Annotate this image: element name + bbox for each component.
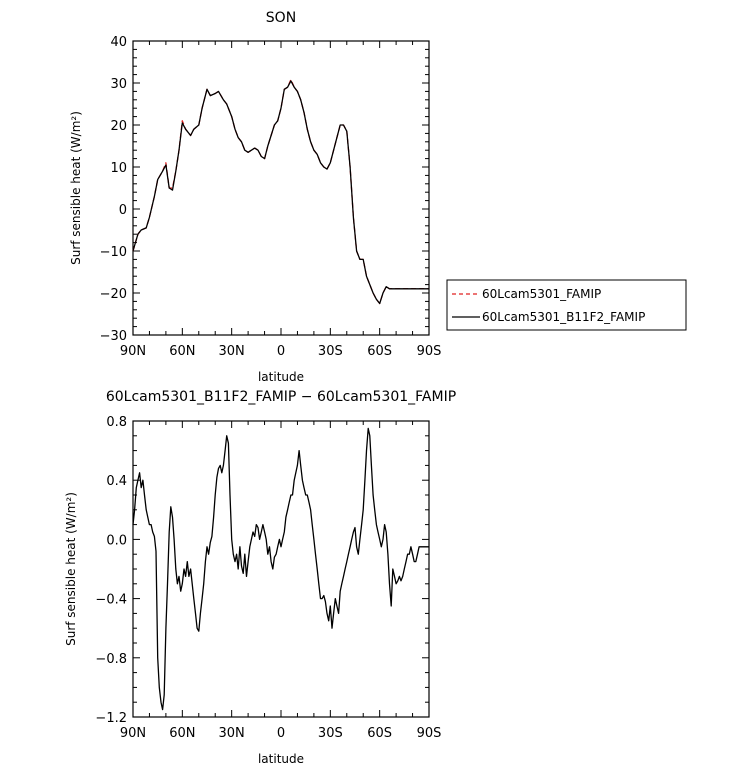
- y-tick-label: 0.4: [106, 474, 127, 489]
- y-tick-label: 0.8: [106, 415, 127, 430]
- x-tick-label: 60N: [169, 344, 195, 359]
- panel-1-title: SON: [266, 10, 296, 26]
- panel-2: 60Lcam5301_B11F2_FAMIP − 60Lcam5301_FAMI…: [64, 389, 456, 766]
- x-tick-label: 60S: [367, 344, 392, 359]
- x-tick-label: 30S: [318, 344, 343, 359]
- panel-1-x-label: latitude: [258, 370, 304, 384]
- x-tick-label: 0: [277, 726, 285, 741]
- x-tick-label: 90S: [417, 344, 442, 359]
- series-line-1: [132, 427, 429, 711]
- y-tick-label: −0.4: [95, 593, 127, 608]
- legend-box: [446, 279, 687, 331]
- y-tick-label: 30: [110, 77, 127, 92]
- panel-2-title: 60Lcam5301_B11F2_FAMIP − 60Lcam5301_FAMI…: [106, 389, 456, 405]
- x-tick-label: 30S: [318, 726, 343, 741]
- x-tick-label: 60N: [169, 726, 195, 741]
- x-tick-label: 30N: [219, 726, 245, 741]
- y-tick-label: 20: [110, 119, 127, 134]
- legend-label-famip: 60Lcam5301_FAMIP: [482, 287, 601, 301]
- y-tick-label: −30: [100, 329, 127, 344]
- y-tick-label: −1.2: [95, 711, 127, 726]
- y-tick-label: 0: [119, 203, 127, 218]
- panel-2-series: [132, 427, 429, 711]
- panel-1-x-axis: 90N 60N 30N 0 30S 60S 90S: [120, 41, 442, 359]
- x-tick-label: 90N: [120, 726, 146, 741]
- x-tick-label: 30N: [219, 344, 245, 359]
- panel-2-x-label: latitude: [258, 752, 304, 766]
- series-line-2: [132, 80, 429, 305]
- y-tick-label: 0.0: [106, 533, 127, 548]
- y-tick-label: −10: [100, 245, 127, 260]
- x-tick-label: 90S: [417, 726, 442, 741]
- y-tick-label: 10: [110, 161, 127, 176]
- panel-1-y-label: Surf sensible heat (W/m²): [69, 111, 83, 265]
- panel-2-frame: [132, 420, 430, 718]
- x-tick-label: 60S: [367, 726, 392, 741]
- panel-2-y-label: Surf sensible heat (W/m²): [64, 492, 78, 646]
- x-tick-label: 90N: [120, 344, 146, 359]
- panel-1-y-axis: −30 −20 −10 0 10 20 30 40: [100, 35, 429, 344]
- y-tick-label: 40: [110, 35, 127, 50]
- panel-1-legend: 60Lcam5301_FAMIP 60Lcam5301_B11F2_FAMIP: [446, 279, 687, 331]
- x-tick-label: 0: [277, 344, 285, 359]
- series-line-1: [132, 78, 429, 305]
- panel-1-series: [132, 78, 429, 305]
- y-tick-label: −20: [100, 287, 127, 302]
- panel-2-y-axis: −1.2 −0.8 −0.4 0.0 0.4 0.8: [95, 415, 429, 726]
- y-tick-label: −0.8: [95, 652, 127, 667]
- panel-2-x-axis: 90N 60N 30N 0 30S 60S 90S: [120, 421, 442, 741]
- legend-label-b11f2: 60Lcam5301_B11F2_FAMIP: [482, 310, 645, 324]
